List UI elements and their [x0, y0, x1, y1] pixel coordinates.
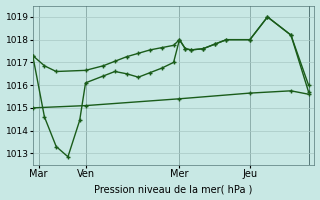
X-axis label: Pression niveau de la mer( hPa ): Pression niveau de la mer( hPa ) [94, 184, 253, 194]
